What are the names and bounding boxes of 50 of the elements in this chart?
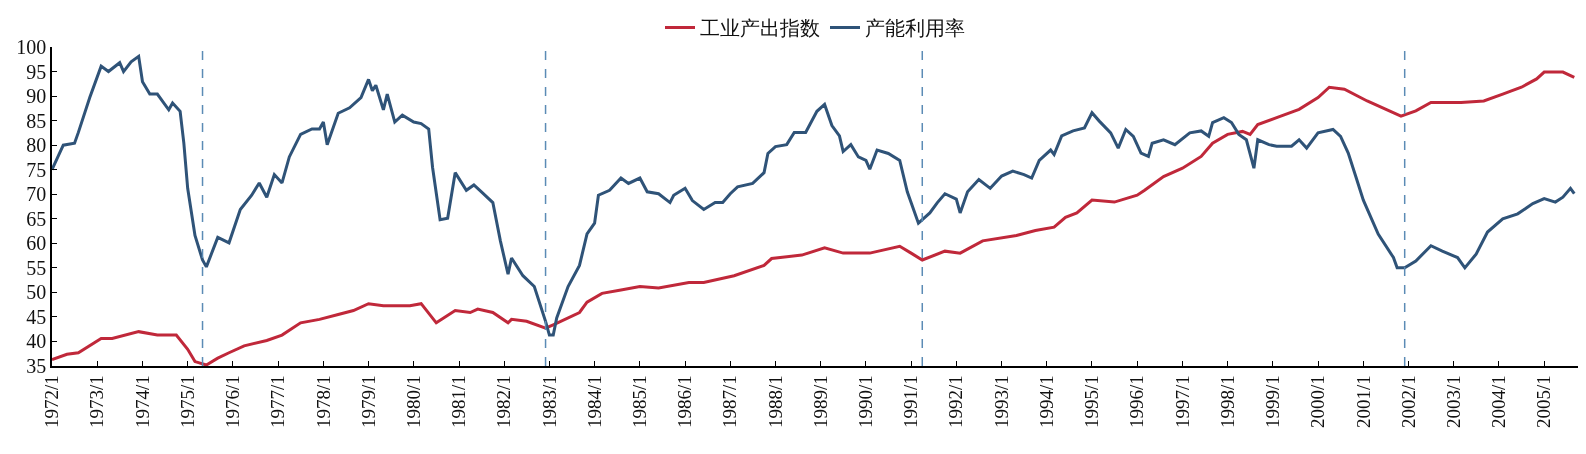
y-tick-label: 60 (26, 232, 47, 255)
x-tick-label: 1978/1 (312, 375, 334, 429)
x-tick-label: 1999/1 (1262, 375, 1284, 429)
x-tick-label: 1980/1 (402, 375, 424, 429)
x-tick-label: 1988/1 (764, 375, 786, 429)
x-tick-label: 1972/1 (41, 375, 63, 429)
y-tick-label: 100 (16, 36, 47, 58)
x-tick-label: 1997/1 (1171, 375, 1193, 429)
x-tick-label: 1998/1 (1216, 375, 1238, 429)
y-tick-label: 95 (26, 60, 47, 83)
y-tick-label: 65 (26, 207, 47, 230)
x-tick-label: 1994/1 (1035, 375, 1057, 429)
x-tick-label: 1983/1 (538, 375, 560, 429)
x-tick-label: 2005/1 (1533, 375, 1555, 429)
x-tick-label: 1996/1 (1126, 375, 1148, 429)
x-tick-label: 1979/1 (357, 375, 379, 429)
y-tick-label: 90 (26, 85, 47, 108)
x-tick-label: 1989/1 (809, 375, 831, 429)
x-tick-label: 2003/1 (1442, 375, 1464, 429)
x-tick-label: 1992/1 (945, 375, 967, 429)
x-tick-label: 1991/1 (900, 375, 922, 429)
x-tick-label: 1974/1 (131, 375, 153, 429)
y-tick-label: 40 (26, 330, 47, 353)
x-tick-label: 1993/1 (990, 375, 1012, 429)
x-tick-label: 1990/1 (855, 375, 877, 429)
x-tick-label: 2000/1 (1307, 375, 1329, 429)
y-tick-label: 70 (26, 183, 47, 206)
x-tick-label: 1981/1 (448, 375, 470, 429)
y-tick-label: 75 (26, 158, 47, 181)
x-tick-label: 1985/1 (629, 375, 651, 429)
y-tick-label: 85 (26, 109, 47, 132)
x-tick-label: 1995/1 (1081, 375, 1103, 429)
y-tick-label: 80 (26, 134, 47, 157)
y-tick-label: 50 (26, 281, 47, 304)
x-tick-label: 2001/1 (1352, 375, 1374, 429)
legend-label: 工业产出指数 (700, 17, 820, 40)
x-tick-label: 1984/1 (583, 375, 605, 429)
x-tick-label: 2002/1 (1397, 375, 1419, 429)
x-tick-label: 1975/1 (176, 375, 198, 429)
x-tick-label: 1976/1 (222, 375, 244, 429)
x-tick-label: 1973/1 (86, 375, 108, 429)
x-tick-label: 1986/1 (674, 375, 696, 429)
x-tick-label: 1982/1 (493, 375, 515, 429)
y-tick-label: 55 (26, 256, 47, 279)
legend-label: 产能利用率 (865, 17, 965, 40)
x-tick-label: 1977/1 (267, 375, 289, 429)
y-tick-label: 45 (26, 305, 47, 328)
x-tick-label: 2004/1 (1488, 375, 1510, 429)
x-tick-label: 1987/1 (719, 375, 741, 429)
y-tick-label: 35 (26, 355, 47, 377)
